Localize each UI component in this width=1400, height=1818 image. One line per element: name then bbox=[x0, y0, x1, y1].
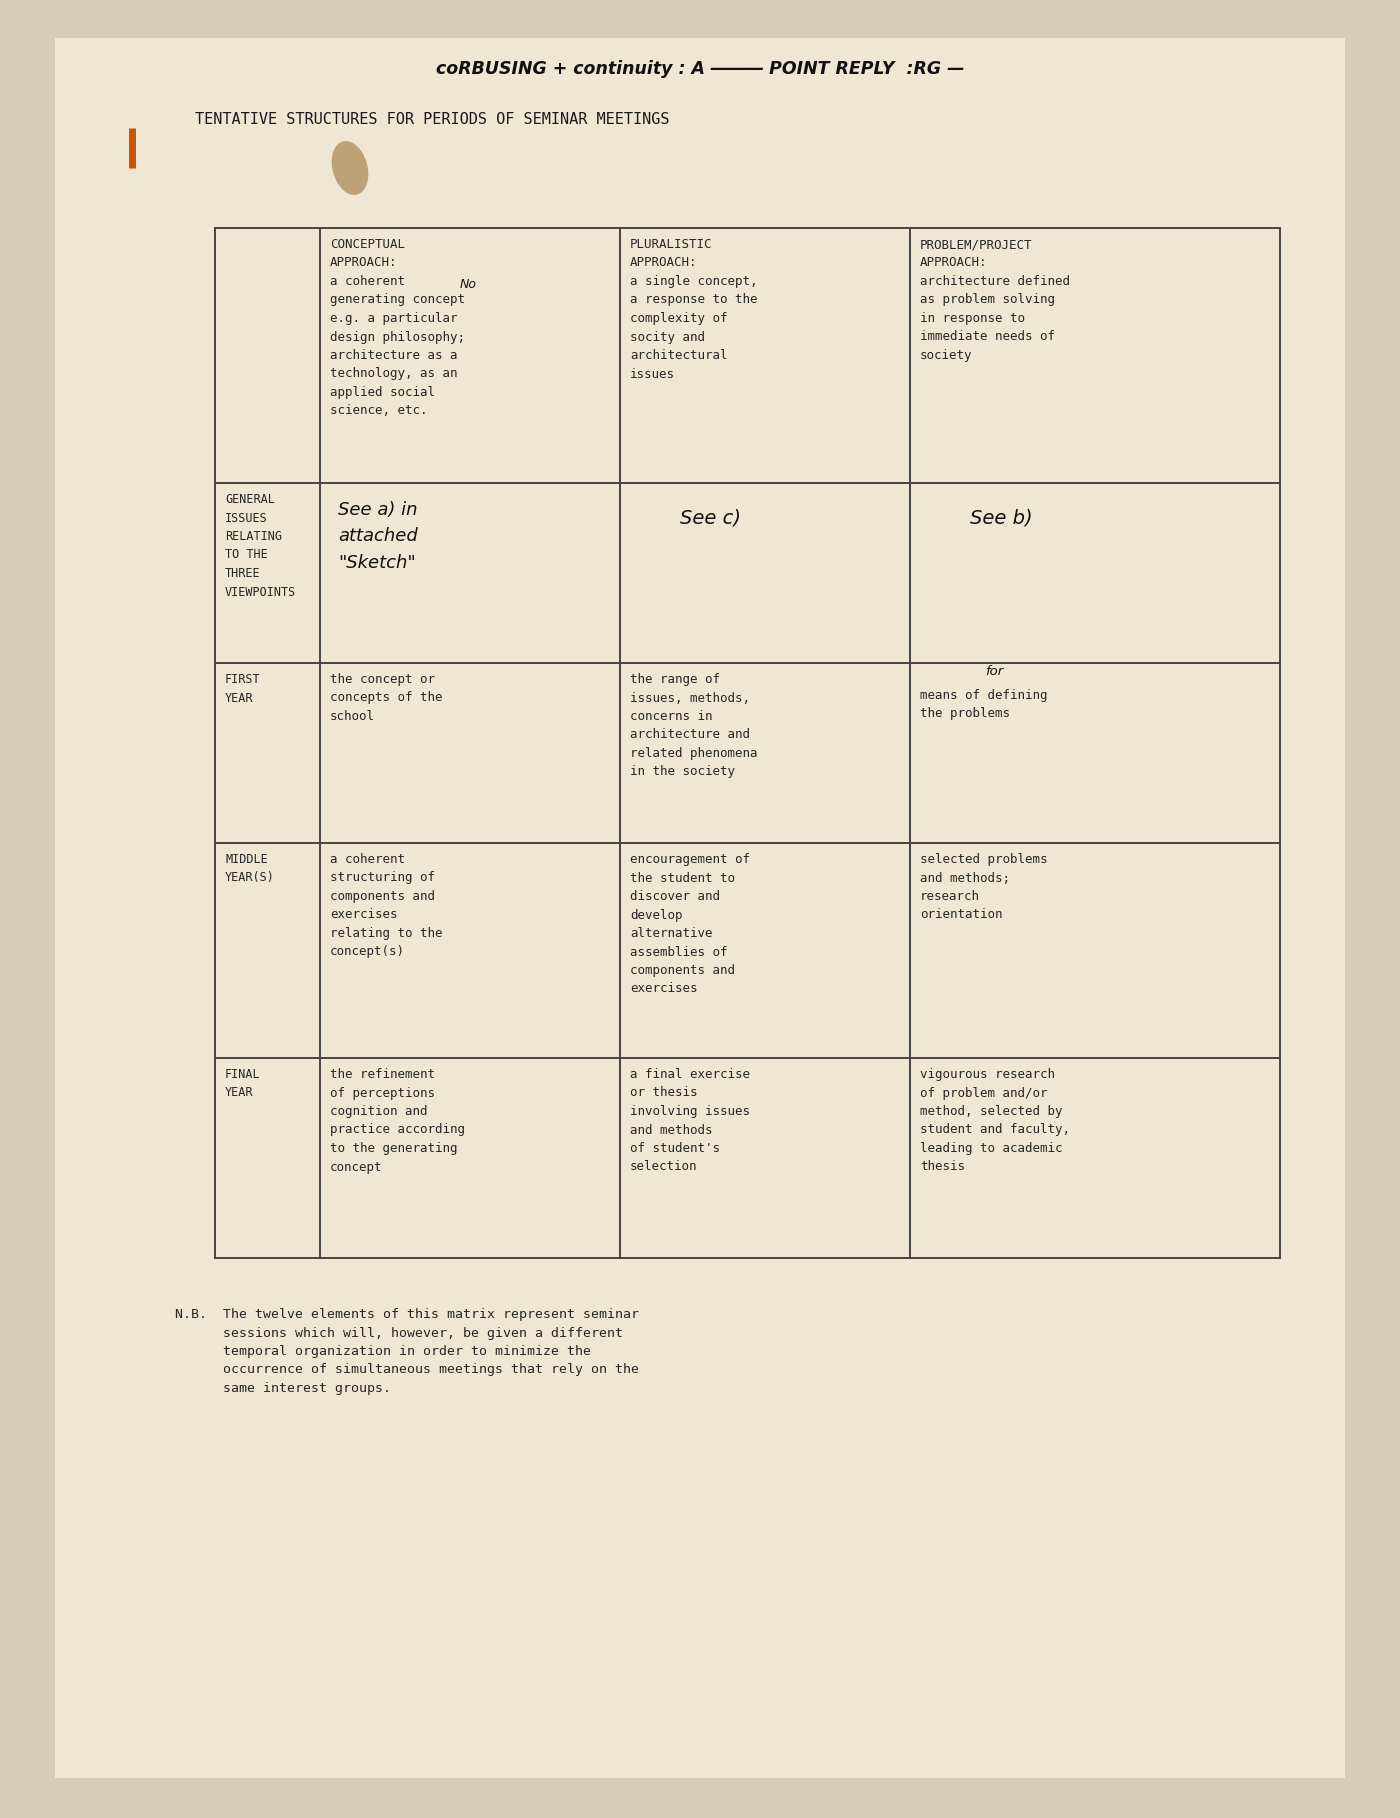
Text: MIDDLE
YEAR(S): MIDDLE YEAR(S) bbox=[225, 853, 274, 885]
Text: a final exercise
or thesis
involving issues
and methods
of student's
selection: a final exercise or thesis involving iss… bbox=[630, 1067, 750, 1173]
Text: TENTATIVE STRUCTURES FOR PERIODS OF SEMINAR MEETINGS: TENTATIVE STRUCTURES FOR PERIODS OF SEMI… bbox=[195, 113, 669, 127]
Text: CONCEPTUAL
APPROACH:
a coherent
generating concept
e.g. a particular
design phil: CONCEPTUAL APPROACH: a coherent generati… bbox=[330, 238, 465, 418]
Text: encouragement of
the student to
discover and
develop
alternative
assemblies of
c: encouragement of the student to discover… bbox=[630, 853, 750, 996]
Text: See c): See c) bbox=[680, 507, 741, 527]
Text: FINAL
YEAR: FINAL YEAR bbox=[225, 1067, 260, 1100]
Ellipse shape bbox=[332, 142, 368, 195]
Text: for: for bbox=[986, 665, 1004, 678]
Text: means of defining
the problems: means of defining the problems bbox=[920, 689, 1047, 720]
Text: the refinement
of perceptions
cognition and
practice according
to the generating: the refinement of perceptions cognition … bbox=[330, 1067, 465, 1173]
Text: vigourous research
of problem and/or
method, selected by
student and faculty,
le: vigourous research of problem and/or met… bbox=[920, 1067, 1070, 1173]
Text: the concept or
concepts of the
school: the concept or concepts of the school bbox=[330, 673, 442, 724]
Text: GENERAL
ISSUES
RELATING
TO THE
THREE
VIEWPOINTS: GENERAL ISSUES RELATING TO THE THREE VIE… bbox=[225, 493, 297, 598]
Text: FIRST
YEAR: FIRST YEAR bbox=[225, 673, 260, 705]
Text: PLURALISTIC
APPROACH:
a single concept,
a response to the
complexity of
socity a: PLURALISTIC APPROACH: a single concept, … bbox=[630, 238, 757, 380]
Text: No: No bbox=[461, 278, 477, 291]
Text: selected problems
and methods;
research
orientation: selected problems and methods; research … bbox=[920, 853, 1047, 922]
Text: a coherent
structuring of
components and
exercises
relating to the
concept(s): a coherent structuring of components and… bbox=[330, 853, 442, 958]
Text: N.B.  The twelve elements of this matrix represent seminar
      sessions which : N.B. The twelve elements of this matrix … bbox=[175, 1307, 638, 1394]
Text: the range of
issues, methods,
concerns in
architecture and
related phenomena
in : the range of issues, methods, concerns i… bbox=[630, 673, 757, 778]
Text: See a) in
attached
"Sketch": See a) in attached "Sketch" bbox=[337, 502, 417, 573]
Text: PROBLEM/PROJECT
APPROACH:
architecture defined
as problem solving
in response to: PROBLEM/PROJECT APPROACH: architecture d… bbox=[920, 238, 1070, 362]
Text: coRBUSING + continuity : A ――― POINT REPLY  :RG —: coRBUSING + continuity : A ――― POINT REP… bbox=[435, 60, 965, 78]
Text: See b): See b) bbox=[970, 507, 1033, 527]
